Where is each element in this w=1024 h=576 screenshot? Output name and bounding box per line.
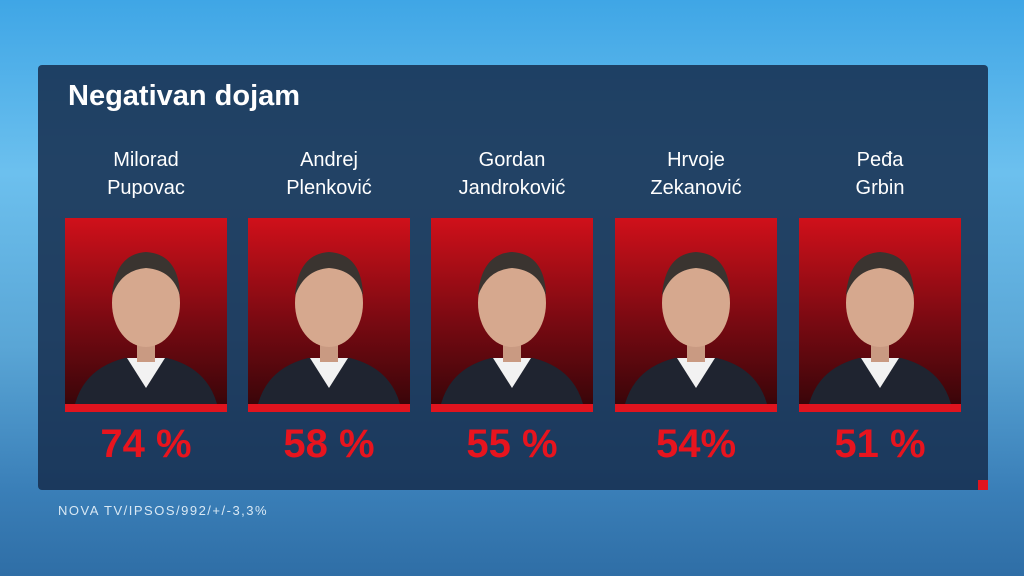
percent-value: 51 % [834,422,926,466]
portrait [75,252,217,404]
percent-value: 55 % [466,422,558,466]
person-first-name: Andrej [300,149,358,171]
person-last-name: Grbin [855,177,905,199]
title: Negativan dojam [68,80,301,112]
person-first-name: Peđa [856,149,904,171]
person-photo [799,218,961,412]
person-first-name: Milorad [113,149,179,171]
percent-value: 58 % [283,422,375,466]
person-photo [65,218,227,412]
percent-value: 74 % [100,422,192,466]
portrait [258,252,400,404]
source-note: NOVA TV/IPSOS/992/+/-3,3% [58,503,269,518]
person-last-name: Zekanović [650,177,742,199]
person-last-name: Plenković [286,177,372,199]
portrait [809,252,951,404]
person-photo [248,218,410,412]
percent-value: 54% [655,422,737,466]
person-last-name: Jandroković [458,177,566,199]
person-photo [431,218,593,412]
person-photo [615,218,777,412]
corner-accent [978,480,988,490]
person-last-name: Pupovac [107,177,185,199]
person-first-name: Gordan [478,149,546,171]
portrait [441,252,583,404]
person-first-name: Hrvoje [667,149,725,171]
portrait [625,252,767,404]
